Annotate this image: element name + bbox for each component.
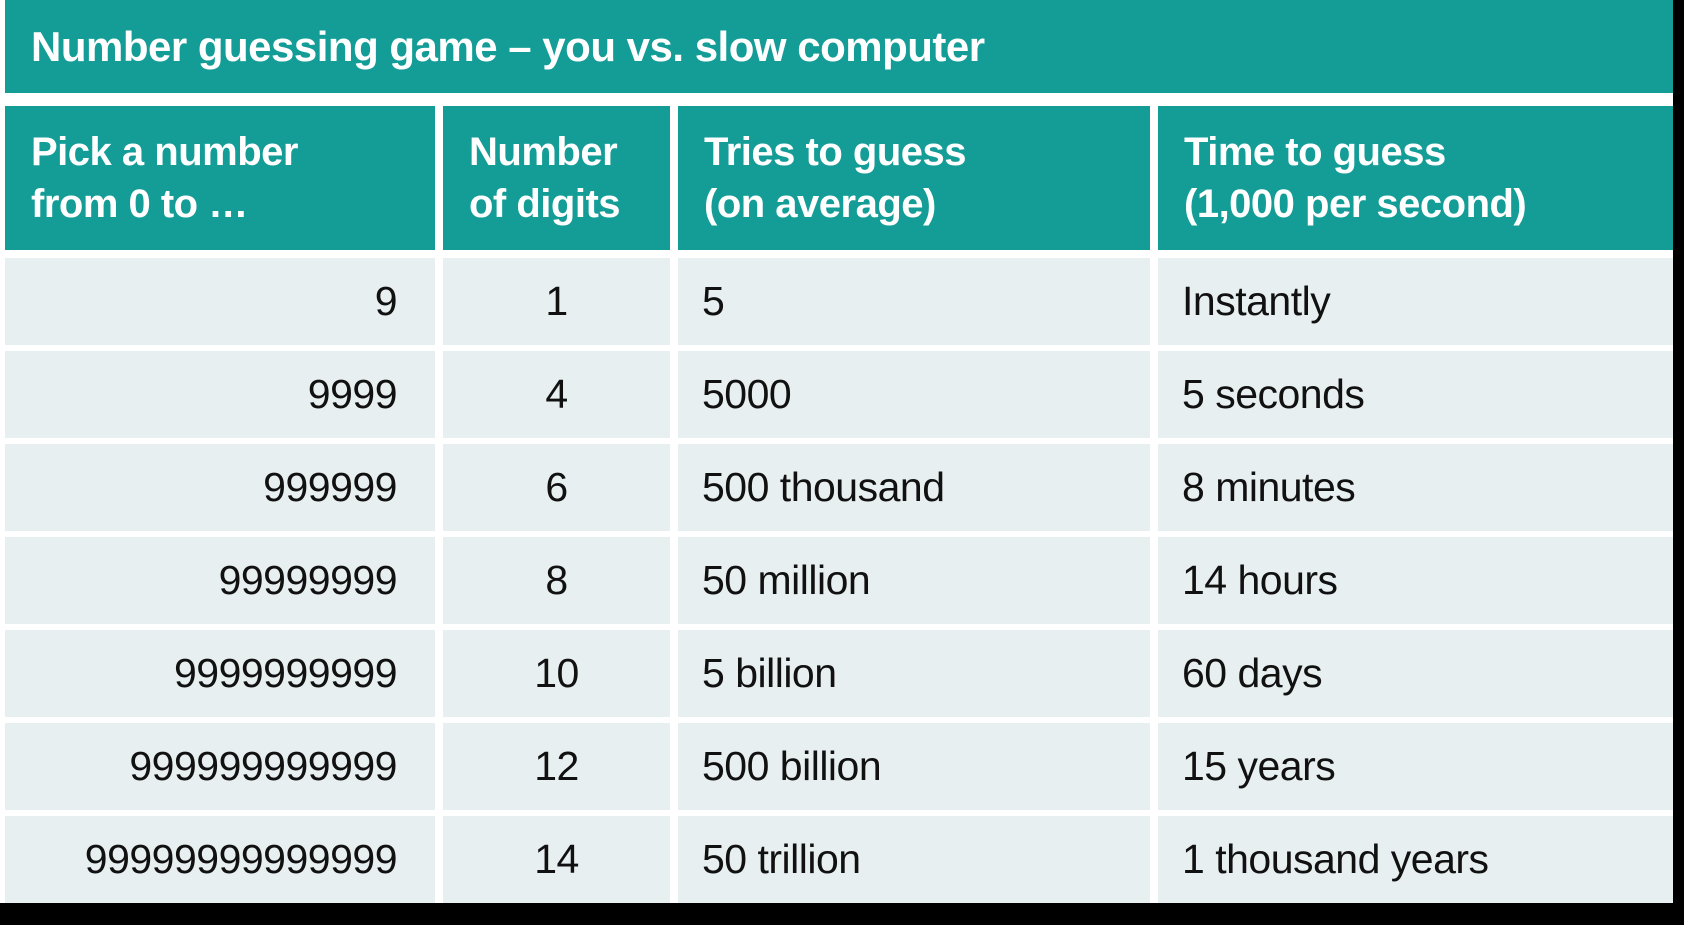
table-cell: Instantly <box>1158 258 1673 345</box>
table-cell: 8 minutes <box>1158 444 1673 531</box>
table-title: Number guessing game – you vs. slow comp… <box>31 22 985 70</box>
column-header-number-of-digits: Number of digits <box>443 106 670 250</box>
column-header-line: from 0 to … <box>31 182 248 226</box>
table-cell: 8 <box>443 537 670 624</box>
table-row: 999999999999 12 500 billion 15 years <box>5 723 1673 810</box>
table-cell: 4 <box>443 351 670 438</box>
column-header-tries-to-guess: Tries to guess (on average) <box>678 106 1150 250</box>
column-header-time-to-guess: Time to guess (1,000 per second) <box>1158 106 1673 250</box>
table-cell: 9999 <box>5 351 435 438</box>
table-cell: 999999999999 <box>5 723 435 810</box>
column-header-line: of digits <box>469 182 621 226</box>
table-row: 9999999999 10 5 billion 60 days <box>5 630 1673 717</box>
table-cell: 500 billion <box>678 723 1150 810</box>
frame-bottom-border <box>0 903 1684 925</box>
table-cell: 1 <box>443 258 670 345</box>
table-cell: 500 thousand <box>678 444 1150 531</box>
table-cell: 10 <box>443 630 670 717</box>
column-header-line: Tries to guess <box>704 130 966 174</box>
table-row: 9999 4 5000 5 seconds <box>5 351 1673 438</box>
column-header-pick-a-number: Pick a number from 0 to … <box>5 106 435 250</box>
table-header-row: Pick a number from 0 to … Number of digi… <box>5 106 1673 250</box>
table-cell: 9999999999 <box>5 630 435 717</box>
table-cell: 9 <box>5 258 435 345</box>
table-cell: 14 hours <box>1158 537 1673 624</box>
table: Number guessing game – you vs. slow comp… <box>5 0 1673 903</box>
column-header-line: (on average) <box>704 182 936 226</box>
table-row: 99999999999999 14 50 trillion 1 thousand ye… <box>5 816 1673 903</box>
table-cell: 5 <box>678 258 1150 345</box>
table-cell: 5 seconds <box>1158 351 1673 438</box>
column-header-line: Number <box>469 130 618 174</box>
frame-right-border <box>1673 0 1684 925</box>
table-row: 999999 6 500 thousand 8 minutes <box>5 444 1673 531</box>
table-row: 9 1 5 Instantly <box>5 258 1673 345</box>
table-cell: 15 years <box>1158 723 1673 810</box>
table-cell: 1 thousand years <box>1158 816 1673 903</box>
table-cell: 6 <box>443 444 670 531</box>
table-row: 99999999 8 50 million 14 hours <box>5 537 1673 624</box>
table-title-bar: Number guessing game – you vs. slow comp… <box>5 0 1673 93</box>
table-cell: 99999999999999 <box>5 816 435 903</box>
table-body: 9 1 5 Instantly 9999 4 5000 5 seconds 999999 6 500… <box>5 258 1673 903</box>
table-cell: 50 million <box>678 537 1150 624</box>
column-header-line: Time to guess <box>1184 130 1446 174</box>
table-cell: 999999 <box>5 444 435 531</box>
column-header-line: (1,000 per second) <box>1184 182 1527 226</box>
table-cell: 50 trillion <box>678 816 1150 903</box>
column-header-line: Pick a number <box>31 130 298 174</box>
table-cell: 99999999 <box>5 537 435 624</box>
table-cell: 12 <box>443 723 670 810</box>
table-cell: 14 <box>443 816 670 903</box>
table-cell: 60 days <box>1158 630 1673 717</box>
table-cell: 5000 <box>678 351 1150 438</box>
table-cell: 5 billion <box>678 630 1150 717</box>
